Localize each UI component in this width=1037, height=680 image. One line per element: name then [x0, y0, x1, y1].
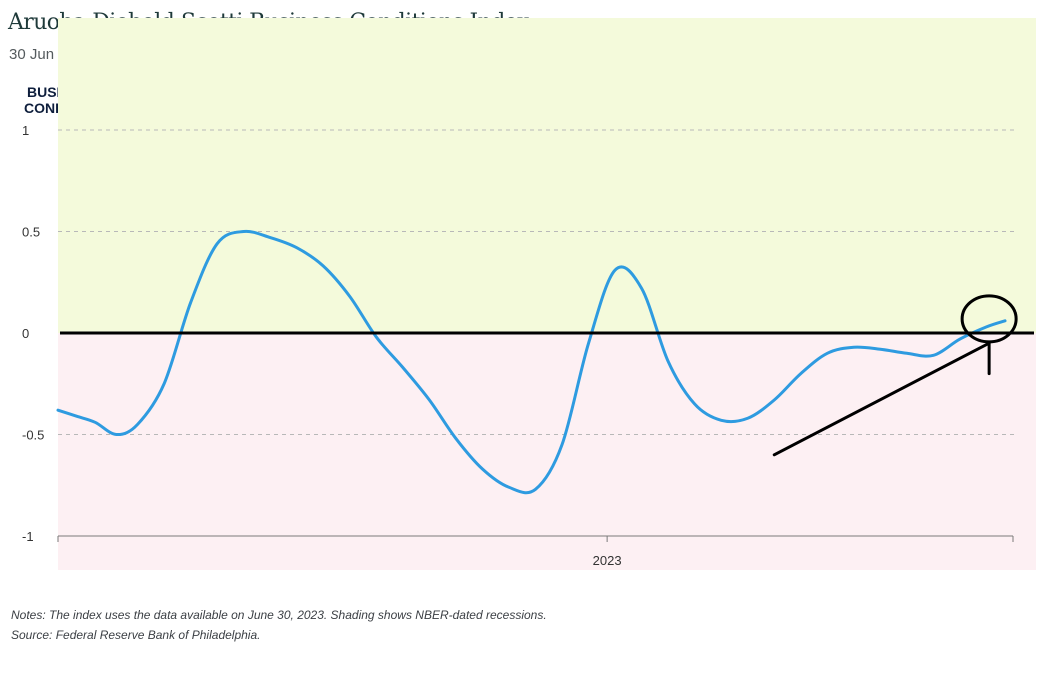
notes-text: Notes: The index uses the data available…: [11, 608, 547, 622]
y-tick-label: 0: [22, 326, 29, 341]
y-tick-label: -0.5: [22, 428, 44, 443]
chart-area: 1 0.5 0 -0.5 -1 2023: [22, 18, 1036, 570]
chart-footer: Notes: The index uses the data available…: [11, 605, 547, 645]
y-tick-label: -1: [22, 529, 34, 544]
x-tick-label: 2023: [593, 553, 622, 568]
y-tick-label: 0.5: [22, 225, 40, 240]
arrow-annotation: [772, 341, 991, 457]
index-series-line: [56, 229, 1007, 495]
expansion-shading: [58, 18, 1036, 333]
recession-shading: [58, 333, 1036, 570]
source-text: Source: Federal Reserve Bank of Philadel…: [11, 628, 261, 642]
y-tick-label: 1: [22, 123, 29, 138]
